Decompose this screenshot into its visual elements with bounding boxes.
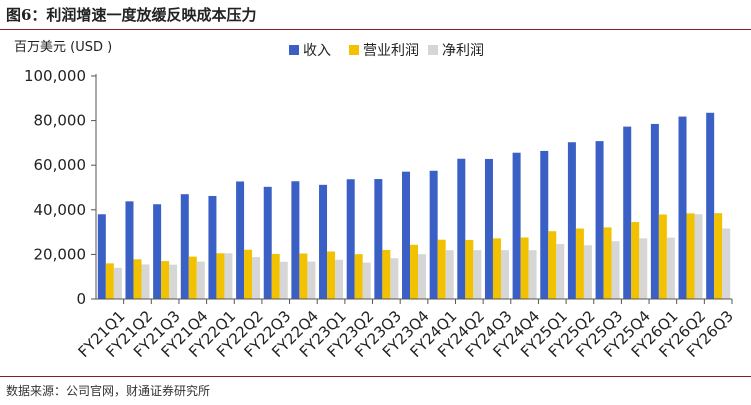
bar-revenue [374,179,383,299]
bar-net-profit [362,262,371,299]
bar-revenue [595,141,604,299]
bar-op-profit [354,254,363,299]
y-tick-label: 100,000 [24,67,86,85]
bar-op-profit [465,239,474,299]
legend: 收入 营业利润 净利润 [289,43,484,59]
y-tick-label: 40,000 [34,201,87,219]
bar-revenue [402,171,410,299]
bar-op-profit [686,213,695,299]
bar-net-profit [556,243,565,299]
bar-op-profit [603,227,612,299]
bar-net-profit [473,250,482,299]
bar-revenue [678,116,687,299]
bar-op-profit [161,261,170,299]
bar-revenue [706,112,715,299]
bar-op-profit [631,222,640,299]
bar-net-profit [722,228,731,299]
bar-net-profit [141,264,150,299]
bar-op-profit [658,214,667,299]
y-tick-label: 80,000 [34,112,87,130]
bar-op-profit [271,253,280,299]
legend-swatch-op-profit [349,45,359,55]
source-rule [0,376,751,377]
bar-net-profit [307,261,316,299]
bar-net-profit [279,261,288,299]
bar-net-profit [418,254,426,299]
bar-net-profit [113,267,122,299]
bar-net-profit [252,257,261,299]
y-axis-unit-label: 百万美元 (USD ) [14,40,112,55]
bar-op-profit [244,249,253,299]
bar-revenue [319,184,328,299]
bar-net-profit [196,261,205,299]
bar-op-profit [437,239,446,299]
bar-revenue [650,123,659,299]
bar-net-profit [500,250,509,299]
bar-op-profit [188,256,197,299]
bar-op-profit [575,228,584,299]
legend-label-revenue: 收入 [303,43,331,59]
bar-op-profit [216,253,225,299]
legend-swatch-net-profit [428,45,438,55]
bar-revenue [567,142,576,299]
bar-op-profit [299,253,308,299]
bar-net-profit [528,250,537,299]
legend-label-net-profit: 净利润 [442,43,484,59]
bar-net-profit [583,245,592,299]
bar-net-profit [224,253,233,299]
bar-revenue [346,179,355,299]
bar-revenue [623,126,632,299]
title-rule [0,29,751,30]
y-tick-label: 60,000 [34,156,87,174]
figure-title: 图6：利润增速一度放缓反映成本压力 [6,6,257,24]
bar-op-profit [492,238,501,299]
bar-net-profit [666,237,675,299]
bar-revenue [208,195,217,299]
bars-group [97,112,731,299]
bar-revenue [512,152,521,299]
bar-op-profit [520,237,529,299]
bar-revenue [291,181,300,299]
bar-revenue [125,201,134,299]
bar-op-profit [714,213,723,299]
bar-net-profit [639,238,648,299]
revenue-profit-bar-chart: 百万美元 (USD ) 收入 营业利润 净利润 0 20,000 40,000 60,00… [14,40,737,361]
bar-net-profit [445,250,454,299]
bar-revenue [457,158,466,299]
bar-revenue [429,170,438,299]
legend-swatch-revenue [289,45,299,55]
bar-net-profit [169,264,178,299]
y-tick-label: 0 [76,290,86,308]
bar-revenue [180,194,189,299]
bar-op-profit [105,263,114,299]
bar-revenue [236,181,245,299]
source-note: 数据来源：公司官网，财通证券研究所 [6,384,211,398]
legend-label-op-profit: 营业利润 [363,43,419,59]
bar-op-profit [548,231,557,299]
bar-revenue [484,158,493,299]
bar-net-profit [611,241,620,299]
bar-op-profit [133,259,142,299]
bar-op-profit [327,251,336,299]
bar-net-profit [335,259,344,299]
bar-revenue [97,214,106,299]
bar-revenue [263,186,272,299]
bar-net-profit [694,214,703,299]
bar-op-profit [382,249,391,299]
bar-revenue [153,204,162,299]
bar-revenue [540,150,549,299]
bar-net-profit [390,258,399,299]
y-tick-label: 20,000 [34,245,87,263]
bar-op-profit [410,244,418,299]
